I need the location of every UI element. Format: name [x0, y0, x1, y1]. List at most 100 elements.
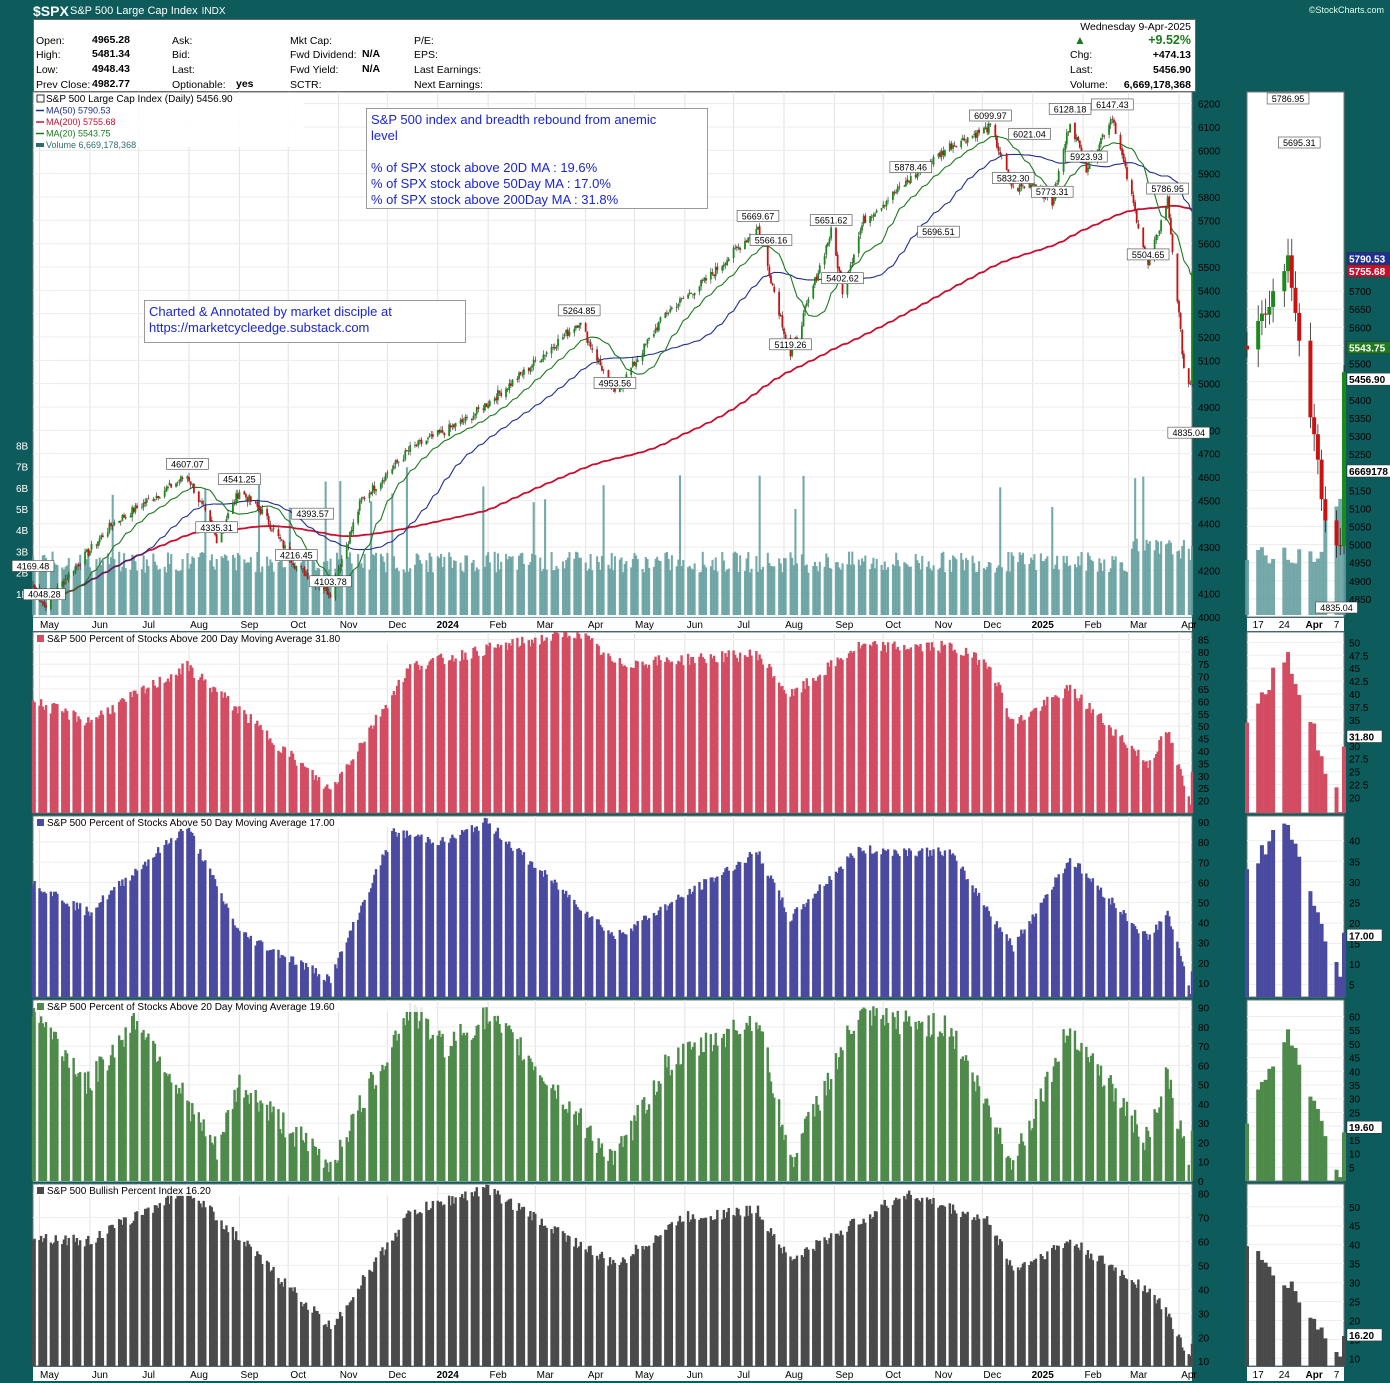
price-label: 4048.28: [28, 590, 61, 600]
ind-bar-3: [1169, 1079, 1173, 1181]
candle-body: [942, 151, 945, 155]
ind-bar-3: [532, 1070, 535, 1181]
ind-bar-3: [347, 1141, 350, 1181]
ind-bar-4: [200, 1207, 204, 1366]
volume-bar: [1156, 541, 1159, 615]
ind-bar-3: [1080, 1042, 1083, 1181]
ind-bar-1: [1075, 698, 1078, 813]
ind-bar-1: [714, 661, 717, 813]
ind-bar-4: [1111, 1264, 1114, 1366]
ind-bar-2: [1010, 945, 1013, 997]
volume-bar: [153, 561, 157, 615]
ind-bar-3: [1164, 1067, 1168, 1181]
volume-bar: [773, 566, 776, 615]
candle-body: [269, 524, 272, 530]
volume-bar: [578, 557, 581, 615]
volume-bar: [66, 565, 69, 615]
candle-body: [246, 497, 249, 503]
ind-bar-3: [1124, 1115, 1127, 1181]
ind-bar-1: [327, 788, 331, 813]
ind-bar-4: [529, 1211, 532, 1366]
ind-bar-1: [1078, 698, 1082, 813]
candle-body: [482, 408, 485, 410]
ind-bar-3: [732, 1019, 735, 1181]
ind-bar-1: [1011, 719, 1015, 813]
ind-bar-3: [509, 1029, 513, 1181]
ind-bar-1: [166, 678, 170, 813]
ind-bar-2: [220, 893, 223, 997]
candle-body: [895, 191, 898, 193]
ind-bar-3: [623, 1135, 626, 1181]
zoom-x-axis-band-top: [1247, 618, 1344, 631]
candle-body: [462, 421, 465, 423]
ind-bar-1: [122, 699, 126, 813]
ind-bar-3: [1120, 1107, 1124, 1181]
ind-bar-2: [221, 901, 225, 997]
volume-bar: [747, 552, 750, 615]
volume-bar: [625, 561, 628, 615]
ind-bar-4: [220, 1220, 223, 1366]
volume-bar: [124, 568, 127, 615]
volume-bar: [939, 567, 942, 615]
ind-bar-2: [1073, 866, 1077, 997]
ind-bar-4: [1065, 1241, 1069, 1366]
ind-bar-2: [122, 885, 126, 997]
ind-bar-2: [408, 834, 412, 997]
ind-bar-4: [745, 1205, 748, 1366]
zoom-ind-y-tick: 55: [1349, 1026, 1361, 1037]
volume-bar: [98, 557, 101, 615]
volume-bar: [337, 559, 340, 615]
ind-bar-4: [834, 1233, 838, 1366]
ind-bar-4: [894, 1197, 898, 1366]
ind-bar-1: [974, 652, 978, 813]
ind-bar-3: [449, 1045, 452, 1181]
zoom-ind-bar-2: [1338, 976, 1343, 997]
ind-bar-1: [90, 719, 93, 813]
ind-bar-2: [256, 941, 259, 997]
volume-bar: [893, 565, 896, 615]
ind-y-tick: 60: [1198, 1061, 1210, 1072]
volume-bar: [418, 560, 421, 615]
candle-body: [1126, 167, 1128, 180]
ind-bar-2: [818, 884, 821, 997]
ind-bar-2: [113, 887, 116, 997]
volume-bar: [1119, 562, 1122, 615]
ind-bar-4: [1099, 1255, 1103, 1366]
volume-bar: [652, 566, 656, 615]
ind-bar-2: [989, 916, 992, 997]
ind-bar-3: [868, 1010, 872, 1181]
zoom-ind-bar-3: [1267, 1068, 1272, 1181]
ind-bar-1: [465, 659, 469, 813]
x-tick-label-bottom: Nov: [935, 1370, 953, 1381]
candle-body: [461, 418, 464, 423]
ind-y-tick: 40: [1198, 1285, 1210, 1296]
ind-bar-4: [213, 1220, 217, 1366]
ind-bar-3: [485, 1007, 488, 1181]
ind-bar-2: [972, 892, 976, 997]
ind-bar-4: [391, 1240, 394, 1366]
ind-bar-1: [1016, 723, 1020, 813]
ind-bar-2: [574, 904, 578, 997]
optionable-value: yes: [236, 78, 254, 90]
ind-bar-4: [644, 1246, 648, 1366]
ind-bar-4: [825, 1240, 828, 1366]
volume-bar: [908, 566, 911, 615]
ind-bar-4: [532, 1211, 535, 1366]
ind-bar-2: [452, 837, 456, 997]
ind-bar-4: [1187, 1354, 1190, 1366]
ind-bar-2: [1176, 941, 1179, 997]
candle-body: [327, 592, 330, 595]
volume-bar: [735, 553, 738, 615]
candle-body: [800, 325, 803, 341]
candle-body: [771, 283, 774, 286]
ind-bar-4: [462, 1198, 465, 1366]
x-tick-label-bottom: Apr: [1181, 1370, 1197, 1381]
ind-bar-1: [906, 648, 909, 813]
ind-bar-3: [369, 1071, 373, 1181]
ind-bar-4: [408, 1211, 412, 1366]
zoom-ind-bar-4: [1256, 1251, 1261, 1366]
ind-bar-1: [473, 646, 477, 813]
ind-bar-4: [732, 1214, 735, 1366]
ind-bar-3: [647, 1104, 651, 1181]
ind-bar-4: [314, 1310, 318, 1366]
